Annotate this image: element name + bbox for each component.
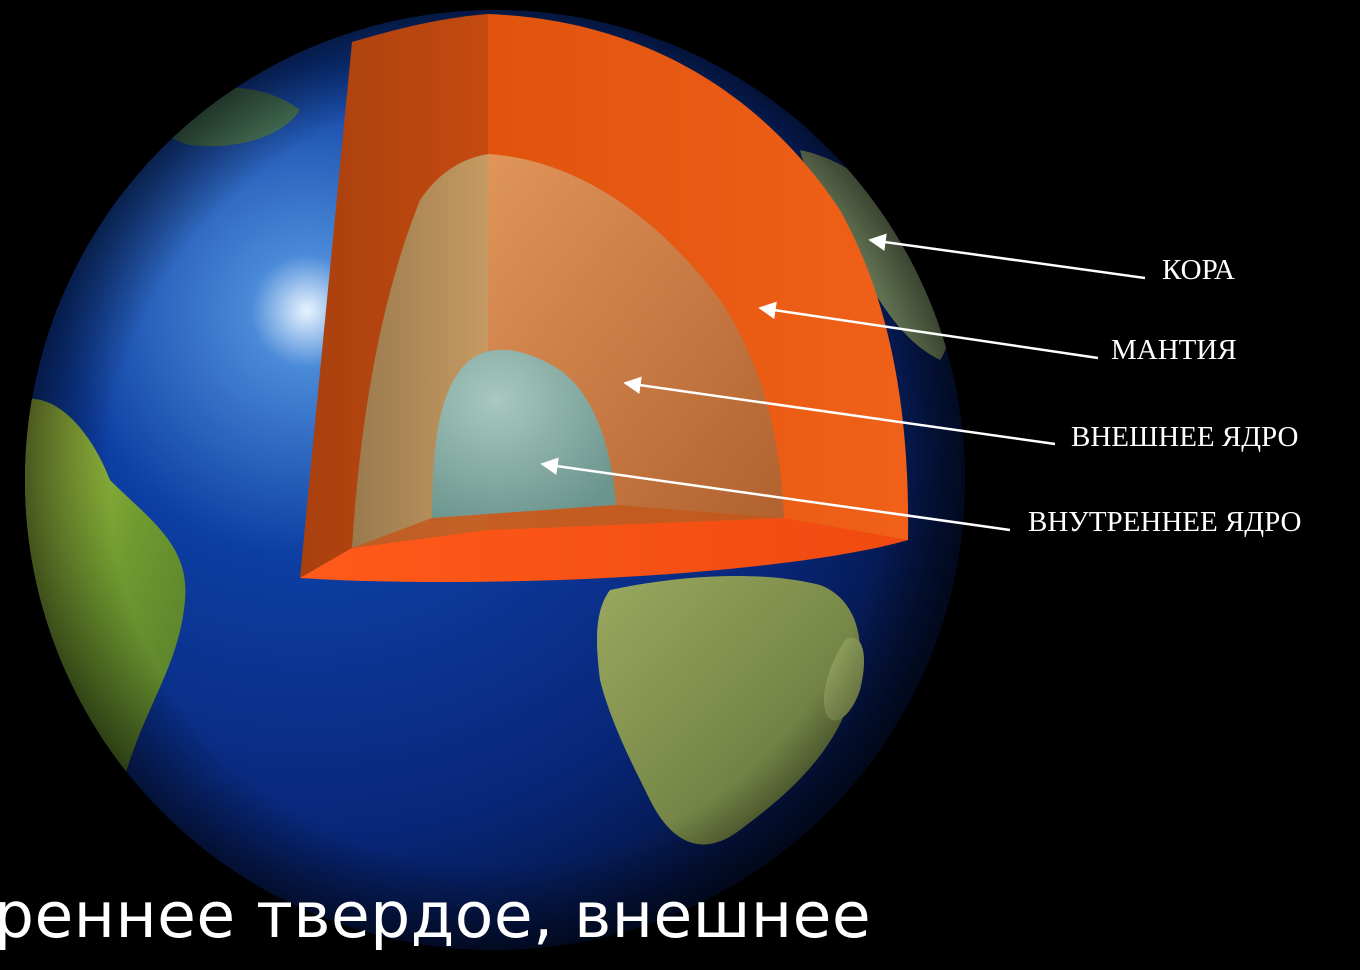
inner-core-cut [432,349,616,518]
outer-core-label: ВНЕШНЕЕ ЯДРО [1071,421,1298,453]
mantle-label: МАНТИЯ [1111,334,1237,366]
caption-text: реннее твердое, внешнее [0,879,872,952]
outer-core-pointer-arrow [623,376,1056,446]
inner-core-pointer-arrow [540,457,1011,532]
inner-core-label: ВНУТРЕННЕЕ ЯДРО [1028,506,1302,538]
mantle-pointer-arrow [758,301,1099,360]
cutaway-floor [300,518,908,583]
mantle-floor [352,505,784,548]
cutaway-section [300,14,909,583]
crust-label: КОРА [1162,254,1235,286]
crust-pointer-arrow [868,233,1146,280]
label-pointers [540,233,1146,532]
